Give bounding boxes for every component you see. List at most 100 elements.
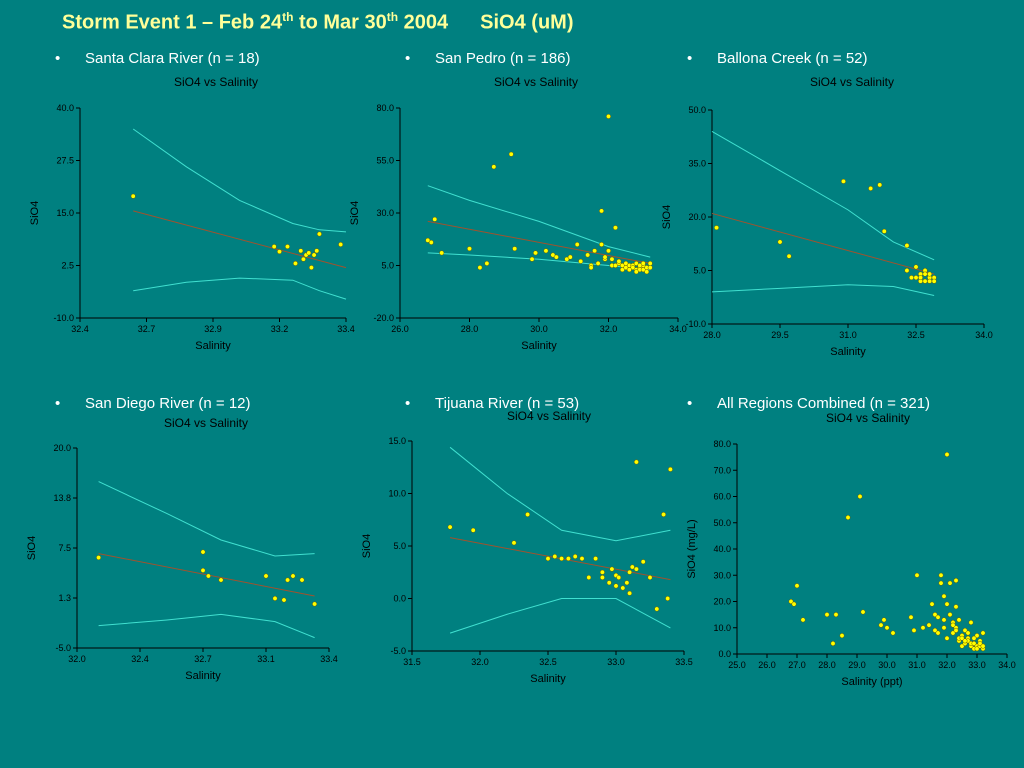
data-point [627,569,633,575]
chart-title: SiO4 vs Salinity [493,75,579,89]
x-tick-label: 32.5 [907,330,925,340]
data-point [312,601,318,607]
x-tick-label: 32.4 [131,654,149,664]
y-tick-label: 15.0 [388,436,406,446]
panel-label-text: Tijuana River (n = 53) [435,395,580,412]
data-point [980,630,986,636]
data-point [218,577,224,583]
data-point [484,260,490,266]
data-point [609,566,615,572]
confidence-upper-line [132,128,347,233]
data-point [200,549,206,555]
x-tick-label: 34.0 [998,660,1016,670]
data-point [529,256,535,262]
data-point [941,625,947,631]
x-tick-label: 33.0 [607,657,625,667]
y-tick-label: -10.0 [685,319,706,329]
confidence-upper-line [98,481,315,557]
data-point [616,258,622,264]
y-tick-label: 5.0 [693,266,706,276]
x-tick-label: 29.0 [848,660,866,670]
data-point [592,248,598,254]
data-point [935,630,941,636]
y-tick-label: 27.5 [56,156,74,166]
data-point [559,556,565,562]
data-point [913,264,919,270]
data-point [599,208,604,214]
data-point [550,252,556,258]
data-point [552,554,558,559]
data-point [913,275,919,281]
data-point [613,225,618,231]
y-tick-label: 1.3 [58,593,71,603]
data-point [944,635,950,641]
data-point [980,643,986,649]
data-point [588,265,594,271]
data-point [285,577,291,583]
data-point [800,617,806,623]
data-point [599,242,604,247]
data-point [881,228,887,234]
x-axis-label: Salinity [185,670,221,682]
y-tick-label: 20.0 [53,443,71,453]
data-point [272,595,278,601]
data-point [613,583,619,589]
data-point [606,580,612,586]
data-point [904,243,910,248]
title-text-mid: to Mar 30 [293,11,387,34]
y-axis-label: SiO4 (mg/L) [686,519,698,578]
data-point [884,625,890,631]
panel-label-santa-clara: • Santa Clara River (n = 18) [55,50,260,67]
data-point [953,627,959,633]
confidence-upper-line [711,130,935,261]
x-tick-label: 32.7 [138,324,156,334]
data-point [491,164,497,170]
data-point [640,267,646,273]
x-tick-label: 32.9 [204,324,222,334]
data-point [467,246,472,252]
data-point [308,265,314,271]
data-point [512,246,518,252]
data-point [633,566,639,572]
panel-label-tijuana: • Tijuana River (n = 53) [405,395,580,412]
data-point [593,556,599,562]
y-tick-label: 10.0 [388,489,406,499]
x-tick-label: 33.0 [968,660,986,670]
y-axis-label: SiO4 [26,536,38,560]
y-tick-label: 5.0 [393,541,406,551]
data-point [311,252,317,258]
data-point [299,577,305,583]
x-tick-label: 27.0 [788,660,806,670]
y-tick-label: 60.0 [713,492,731,502]
regression-line [133,210,347,269]
data-point [599,569,605,575]
data-point [791,601,797,607]
y-tick-label: 15.0 [56,208,74,218]
y-tick-label: 30.0 [713,570,731,580]
data-point [574,242,580,247]
data-point [619,267,625,273]
x-axis-label: Salinity (ppt) [841,676,902,688]
data-point [857,494,863,499]
data-point [929,601,935,607]
data-point [290,573,296,579]
data-point [633,269,639,275]
confidence-lower-line [133,277,347,300]
data-point [647,265,653,271]
data-point [579,556,585,562]
x-tick-label: 28.0 [703,330,721,340]
data-point [314,248,320,254]
data-point [432,216,438,222]
y-tick-label: 2.5 [61,261,74,271]
data-point [316,231,322,237]
data-point [572,554,578,559]
data-point [96,555,102,561]
data-point [830,641,836,646]
data-point [881,617,887,623]
panel-label-text: Ballona Creek (n = 52) [717,50,868,67]
data-point [824,612,830,618]
data-point [602,254,608,260]
data-point [956,617,962,623]
x-tick-label: 25.0 [728,660,746,670]
data-point [665,596,671,601]
